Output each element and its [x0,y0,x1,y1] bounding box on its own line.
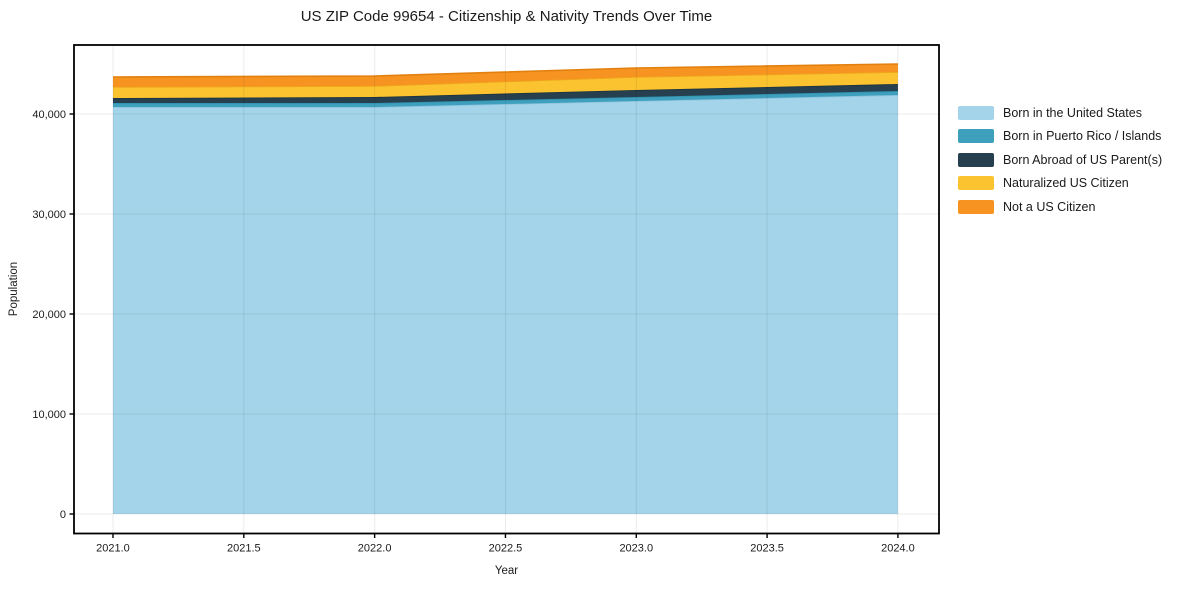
x-tick-label: 2022.0 [358,543,392,555]
legend-item-2: Born Abroad of US Parent(s) [958,152,1163,167]
legend-item-1: Born in Puerto Rico / Islands [958,129,1162,144]
x-tick-label: 2023.0 [619,543,653,555]
y-tick-label: 40,000 [32,109,66,121]
chart-title: US ZIP Code 99654 - Citizenship & Nativi… [300,8,713,25]
legend: Born in the United States Born in Puerto … [958,106,1162,223]
x-tick-label: 2022.5 [489,543,523,555]
area-series-4 [112,64,898,87]
legend-swatch-icon [958,199,994,214]
y-tick-label: 10,000 [32,409,66,421]
x-tick-label: 2021.0 [96,543,130,555]
legend-swatch-icon [958,152,994,167]
legend-item-0: Born in the United States [958,106,1162,120]
legend-swatch-icon [958,176,994,191]
area-series-3 [112,72,898,98]
y-axis-label: Population [8,261,20,317]
legend-label: Not a US Citizen [1003,199,1096,214]
area-series-4-edge [112,63,898,78]
x-tick-label: 2021.5 [227,543,261,555]
y-tick-label: 20,000 [32,309,66,321]
x-axis-label: Year [494,565,519,577]
legend-label: Born in the United States [1003,106,1142,120]
x-tick-label: 2024.0 [881,543,915,555]
legend-item-3: Naturalized US Citizen [958,176,1162,191]
legend-item-4: Not a US Citizen [958,199,1162,214]
plot-border [73,44,940,535]
area-series-0 [112,95,898,514]
y-tick-label: 30,000 [32,209,66,221]
legend-swatch-icon [958,129,994,144]
legend-label: Naturalized US Citizen [1003,176,1129,191]
legend-swatch-icon [958,106,994,120]
legend-label: Born in Puerto Rico / Islands [1003,129,1162,144]
legend-label: Born Abroad of US Parent(s) [1003,152,1163,167]
y-tick-label: 0 [60,509,66,521]
x-tick-label: 2023.5 [750,543,784,555]
